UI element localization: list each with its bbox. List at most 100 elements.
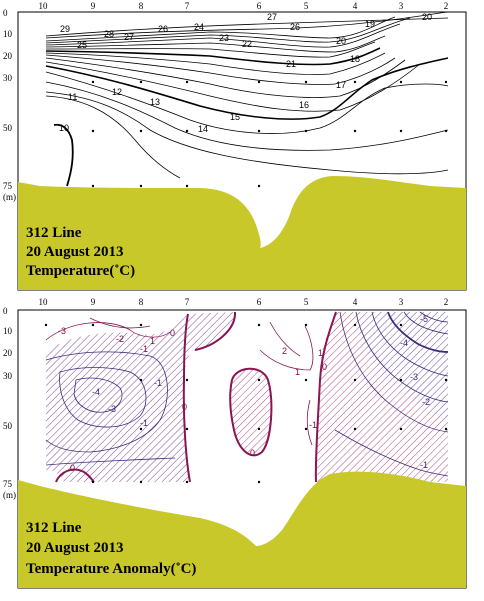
contour-label: 16 [299, 100, 309, 110]
contour-label: 12 [112, 87, 122, 97]
contour-label: 1 [295, 367, 300, 377]
contour-line [73, 377, 123, 413]
station-tick: 9 [91, 1, 96, 11]
depth-tick: 30 [3, 371, 13, 381]
station-tick: 8 [139, 1, 144, 11]
depth-tick: 30 [3, 73, 13, 83]
contour-label: 25 [77, 40, 87, 50]
station-tick: 2 [444, 297, 449, 307]
depth-tick: 75 [3, 181, 13, 191]
hatch-region [229, 367, 273, 457]
contour-label: 20 [336, 36, 346, 46]
contour-label: 0 [70, 463, 75, 473]
panel-bottom-date-label: 20 August 2013 [26, 540, 124, 556]
anomaly-hatch-regions [46, 312, 448, 482]
contour-line [45, 23, 401, 48]
panel-bottom-station-ticks: 10 9 8 7 6 5 4 3 2 [39, 297, 449, 307]
contour-label: 28 [104, 29, 114, 39]
contour-line [45, 16, 396, 42]
contour-label: -1 [420, 460, 428, 470]
contour-line [45, 57, 406, 98]
contour-line [403, 311, 449, 335]
contour-label: 26 [290, 22, 300, 32]
contour-label: 26 [158, 24, 168, 34]
station-tick: 2 [444, 1, 449, 11]
contour-label: 29 [60, 24, 70, 34]
contour-label: 20 [422, 12, 432, 22]
contour-label: 27 [124, 32, 134, 42]
contour-line [314, 311, 337, 483]
contour-line [339, 311, 449, 433]
contour-label: 0 [182, 402, 187, 412]
depth-tick: 10 [3, 29, 13, 39]
contour-label: -1 [140, 344, 148, 354]
depth-tick: 20 [3, 51, 13, 61]
contour-line [306, 399, 313, 446]
contour-line [45, 54, 396, 85]
panel-top-depth-ticks: 0 10 20 30 50 75 (m) [3, 8, 16, 202]
panel-bottom-depth-ticks: 0 10 20 30 50 75 (m) [3, 306, 16, 500]
contour-line [259, 325, 314, 371]
contour-line [419, 311, 449, 323]
hatch-region [46, 312, 236, 482]
contour-line [371, 311, 449, 377]
contour-label: 24 [194, 22, 204, 32]
station-tick: 3 [399, 1, 404, 11]
contour-line [45, 11, 449, 39]
contour-label: 23 [219, 33, 229, 43]
contour-line [334, 429, 449, 477]
panel-top-variable-label: Temperature(˚C) [26, 263, 135, 279]
contour-label: -4 [400, 338, 408, 348]
contour-line [89, 317, 151, 329]
station-tick: 9 [91, 297, 96, 307]
contour-label: 0 [250, 448, 255, 458]
depth-tick: 75 [3, 479, 13, 489]
contour-line [45, 91, 449, 175]
depth-tick: 50 [3, 123, 13, 133]
panel-top: 10 9 8 7 6 5 4 3 2 0 10 20 30 50 75 (m) [3, 1, 467, 291]
contour-label: -3 [58, 326, 66, 336]
contour-label: 27 [267, 12, 277, 22]
station-tick: 10 [39, 1, 49, 11]
contour-label: -5 [420, 314, 428, 324]
contour-line [45, 81, 449, 151]
panel-bottom-variable-label: Temperature Anomaly(˚C) [26, 561, 196, 577]
contour-line [45, 35, 386, 53]
contour-label: -3 [108, 404, 116, 414]
station-tick: 4 [353, 1, 358, 11]
panel-top-station-ticks: 10 9 8 7 6 5 4 3 2 [39, 1, 449, 11]
contour-label: 0 [170, 328, 175, 338]
contour-line [45, 61, 421, 112]
station-tick: 6 [257, 1, 262, 11]
zero-contours [55, 311, 337, 483]
panel-top-line-label: 312 Line [26, 225, 82, 241]
contour-label: -3 [410, 372, 418, 382]
contour-line [45, 47, 381, 66]
contour-line [45, 351, 168, 453]
seafloor-land [18, 471, 466, 588]
panel-bottom-station-dots [44, 323, 448, 484]
station-tick: 4 [353, 297, 358, 307]
station-tick: 7 [185, 297, 190, 307]
contour-line [45, 17, 449, 37]
contour-label: -4 [92, 387, 100, 397]
contour-line [45, 17, 411, 44]
contour-label: -2 [422, 397, 430, 407]
contour-line [45, 322, 171, 341]
contour-label: 22 [242, 39, 252, 49]
depth-tick: 20 [3, 348, 13, 358]
hatch-region [356, 312, 448, 420]
depth-tick: 0 [3, 8, 8, 18]
depth-tick: 50 [3, 421, 13, 431]
contour-line [194, 311, 237, 351]
contour-label: 11 [68, 92, 77, 102]
depth-unit: (m) [3, 490, 16, 500]
station-tick: 6 [257, 297, 262, 307]
contour-line [45, 71, 449, 134]
panel-bottom: 10 9 8 7 6 5 4 3 2 0 10 20 30 50 75 (m) [3, 297, 467, 589]
contour-label: 13 [150, 97, 160, 107]
contour-line [59, 367, 147, 428]
seafloor-land [18, 176, 466, 290]
contour-label: 18 [350, 54, 360, 64]
contour-label: 2 [282, 346, 287, 356]
